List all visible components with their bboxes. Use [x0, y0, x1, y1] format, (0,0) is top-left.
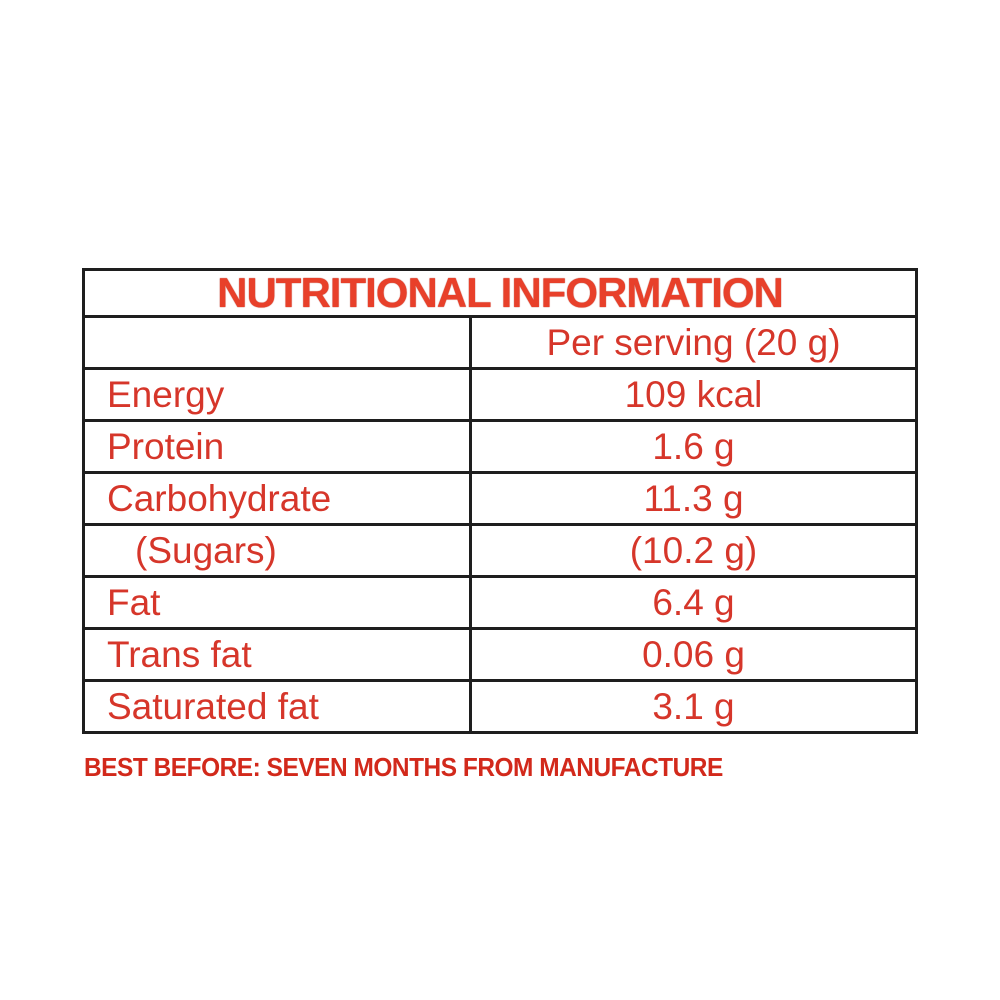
row-label: Energy [85, 370, 472, 419]
row-value: 3.1 g [652, 685, 735, 727]
table-row-trans-fat: Trans fat 0.06 g [85, 630, 915, 682]
row-value: 11.3 g [643, 477, 744, 519]
row-label: Saturated fat [85, 682, 472, 731]
row-label: Fat [85, 578, 472, 627]
row-label: (Sugars) [85, 526, 472, 575]
table-header-row: Per serving (20 g) [85, 318, 915, 370]
row-value: 109 kcal [624, 373, 763, 415]
table-title: NUTRITIONAL INFORMATION [217, 269, 784, 316]
table-row-saturated-fat: Saturated fat 3.1 g [85, 682, 915, 731]
row-value: 6.4 g [652, 581, 735, 623]
column-header-per-serving: Per serving (20 g) [546, 321, 841, 363]
table-row-carbohydrate: Carbohydrate 11.3 g [85, 474, 915, 526]
row-label: Trans fat [85, 630, 472, 679]
table-row-energy: Energy 109 kcal [85, 370, 915, 422]
nutrition-table: NUTRITIONAL INFORMATION Per serving (20 … [82, 268, 918, 734]
row-value: 0.06 g [642, 633, 745, 675]
row-label: Protein [85, 422, 472, 471]
table-row-protein: Protein 1.6 g [85, 422, 915, 474]
row-value: (10.2 g) [629, 529, 758, 571]
table-row-sugars: (Sugars) (10.2 g) [85, 526, 915, 578]
table-title-row: NUTRITIONAL INFORMATION [85, 269, 915, 318]
table-row-fat: Fat 6.4 g [85, 578, 915, 630]
row-value: 1.6 g [652, 425, 735, 467]
best-before-note: BEST BEFORE: SEVEN MONTHS FROM MANUFACTU… [84, 752, 723, 782]
row-label: Carbohydrate [85, 474, 472, 523]
header-empty-cell [85, 318, 472, 367]
